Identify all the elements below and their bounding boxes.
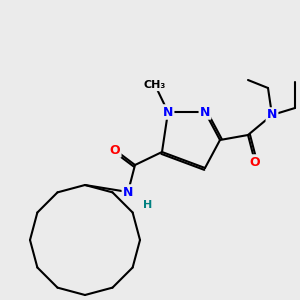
Text: N: N [200,106,210,118]
Text: O: O [250,155,260,169]
Text: CH₃: CH₃ [144,80,166,90]
Text: N: N [123,185,133,199]
Text: N: N [267,109,277,122]
Text: N: N [163,106,173,118]
Text: O: O [110,143,120,157]
Text: H: H [143,200,153,210]
